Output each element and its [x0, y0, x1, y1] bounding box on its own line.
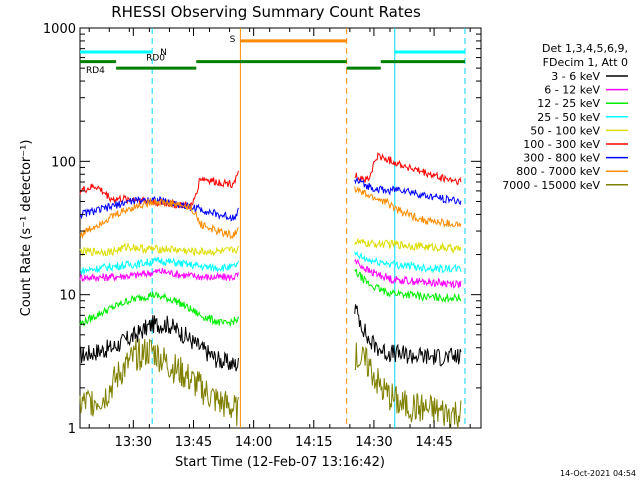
legend-label-3-6: 3 - 6 keV: [551, 70, 600, 83]
series-800-7000-line-1: [79, 198, 239, 240]
y-axis-label: Count Rate (s⁻¹ detector⁻¹): [19, 140, 34, 317]
plot-frame: [79, 27, 482, 429]
x-tick-label: 14:30: [355, 435, 392, 450]
series-50-100-line-2: [354, 237, 462, 254]
series-25-50-line-1: [79, 256, 239, 275]
series-12-25-line-2: [354, 268, 462, 304]
series-7000-15000-line-1: [79, 338, 239, 427]
legend-label-12-25: 12 - 25 keV: [537, 97, 600, 110]
legend-label-300-800: 300 - 800 keV: [523, 152, 600, 165]
x-tick-label: 13:45: [175, 435, 212, 450]
x-tick-label: 14:45: [415, 435, 452, 450]
y-tick-label: 100: [51, 155, 76, 170]
legend-label-50-100: 50 - 100 keV: [530, 124, 600, 137]
x-axis-label: Start Time (12-Feb-07 13:16:42): [175, 455, 385, 470]
legend-header-1: FDecim 1, Att 0: [543, 56, 628, 69]
legend-header-0: Det 1,3,4,5,6,9,: [542, 42, 628, 55]
x-axis: 13:30 13:45 14:00 14:15 14:30 14:45: [88, 28, 471, 450]
y-tick-label: 1: [68, 422, 76, 437]
legend-label-800-7000: 800 - 7000 keV: [516, 165, 600, 178]
vertical-markers: [151, 28, 466, 428]
legend: Det 1,3,4,5,6,9,FDecim 1, Att 03 - 6 keV…: [502, 42, 628, 192]
x-tick-label: 14:15: [295, 435, 332, 450]
state-label-n: N: [160, 48, 167, 58]
state-label-rd4: RD4: [86, 66, 105, 76]
state-bars: N S RD0 RD4: [80, 35, 465, 76]
series-300-800-line-2: [354, 176, 462, 206]
y-axis: 1 10 100 1000: [43, 22, 481, 437]
series-25-50-line-2: [354, 250, 462, 274]
y-tick-label: 1000: [43, 22, 76, 37]
state-label-rd0: RD0: [146, 54, 165, 64]
series-800-7000-line-2: [354, 185, 462, 229]
series-300-800-line-1: [79, 195, 239, 222]
legend-label-100-300: 100 - 300 keV: [523, 138, 600, 151]
legend-label-7000-15000: 7000 - 15000 keV: [502, 179, 600, 192]
x-tick-label: 14:00: [235, 435, 272, 450]
series-group: [79, 152, 462, 429]
footer-timestamp: 14-Oct-2021 04:54: [560, 469, 636, 478]
legend-label-6-12: 6 - 12 keV: [544, 84, 600, 97]
x-tick-label: 13:30: [115, 435, 152, 450]
series-100-300-line-2: [354, 152, 462, 186]
state-label-s: S: [230, 35, 236, 45]
series-6-12-line-1: [79, 267, 239, 283]
series-3-6-line-1: [79, 315, 239, 372]
legend-label-25-50: 25 - 50 keV: [537, 111, 600, 124]
chart-title: RHESSI Observing Summary Count Rates: [111, 3, 421, 21]
series-50-100-line-1: [79, 241, 239, 257]
series-7000-15000-line-2: [354, 342, 462, 429]
y-tick-label: 10: [59, 289, 76, 304]
series-3-6-line-2: [354, 304, 462, 367]
series-6-12-line-2: [354, 258, 462, 289]
series-12-25-line-1: [79, 291, 239, 327]
